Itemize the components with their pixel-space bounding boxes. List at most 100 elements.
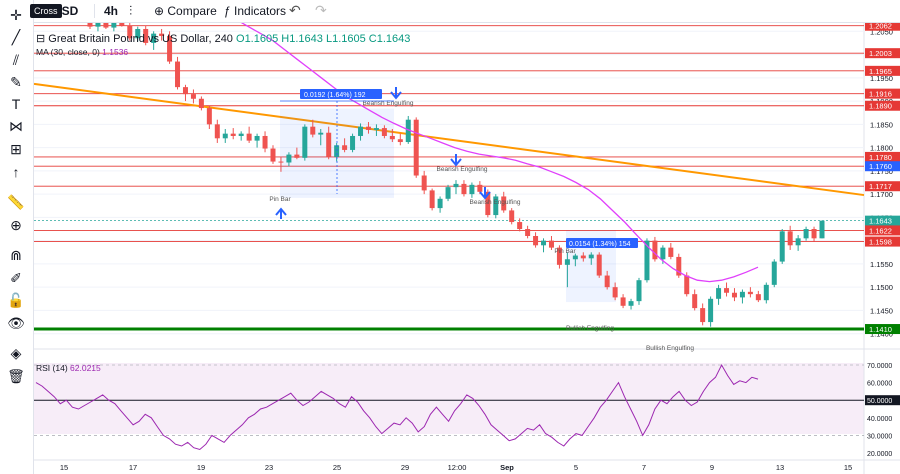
lock-icon[interactable]: 🔓 bbox=[7, 292, 25, 308]
candle-up bbox=[445, 187, 451, 199]
rsi-tick-label: 50.0000 bbox=[867, 398, 892, 405]
candle-down bbox=[143, 28, 149, 43]
pattern-label: Bearish Engulfing bbox=[437, 166, 488, 173]
candle-down bbox=[389, 135, 395, 140]
indicators-button[interactable]: ƒ Indicators bbox=[224, 4, 286, 18]
series-title: Great Britain Pound vs US Dollar, 240 bbox=[48, 33, 233, 45]
price-level-label: 1.1916 bbox=[869, 90, 892, 99]
candle-down bbox=[270, 148, 276, 162]
candles-icon[interactable]: ⫶ bbox=[129, 3, 133, 18]
pattern-label: Bearish Engulfing bbox=[363, 100, 414, 107]
pattern-label: Pin Bar bbox=[269, 196, 291, 203]
candle-down bbox=[342, 145, 348, 150]
candle-down bbox=[517, 222, 523, 230]
price-level-badge bbox=[865, 161, 900, 172]
candle-down bbox=[700, 308, 706, 323]
timeframe-selector[interactable]: 4h bbox=[104, 4, 119, 18]
candle-down bbox=[525, 229, 531, 236]
candle-up bbox=[795, 238, 801, 246]
pattern-label: Bullish Engulfing bbox=[646, 345, 694, 352]
candle-down bbox=[580, 255, 586, 259]
undo-icon[interactable]: ↶ bbox=[289, 2, 301, 18]
candle-up bbox=[334, 145, 340, 157]
arrow-down-icon bbox=[479, 187, 491, 200]
price-level-label: 1.1760 bbox=[869, 162, 892, 171]
price-level-badge bbox=[865, 88, 900, 99]
candle-up bbox=[564, 259, 570, 265]
candle-down bbox=[119, 21, 125, 26]
price-level-label: 1.1410 bbox=[869, 325, 892, 334]
trendline-icon[interactable]: ╱ bbox=[11, 29, 21, 45]
candle-down bbox=[294, 154, 300, 158]
trash-icon[interactable]: 🗑 bbox=[7, 368, 25, 384]
compare-label: Compare bbox=[167, 4, 217, 18]
price-level-label: 1.1598 bbox=[869, 238, 892, 247]
candle-down bbox=[175, 61, 181, 88]
candle-down bbox=[397, 139, 403, 143]
low-value: 1.1605 bbox=[332, 33, 366, 45]
candle-up bbox=[636, 280, 642, 302]
arrow-down-icon bbox=[390, 87, 402, 100]
pattern-icon[interactable]: ⋈ bbox=[9, 118, 23, 134]
close-value: 1.1643 bbox=[376, 33, 411, 45]
fib-icon[interactable]: ⫽ bbox=[12, 52, 20, 68]
measure-badge-1 bbox=[300, 89, 382, 99]
zoom-in-icon[interactable]: ⊕ bbox=[10, 217, 22, 233]
collapse-icon[interactable]: ⊟ bbox=[36, 33, 49, 45]
ruler-icon[interactable]: 📏 bbox=[7, 194, 25, 210]
candle-down bbox=[421, 175, 427, 191]
high-value: 1.1643 bbox=[289, 33, 323, 45]
brush-icon[interactable]: ✎ bbox=[10, 74, 22, 90]
candle-down bbox=[556, 247, 562, 265]
price-level-label: 1.1622 bbox=[869, 226, 892, 235]
candle-down bbox=[310, 126, 316, 135]
price-level-badge bbox=[865, 48, 900, 59]
candle-up bbox=[222, 133, 228, 139]
candle-up bbox=[541, 240, 547, 246]
open-value: 1.1605 bbox=[244, 33, 279, 45]
text-icon[interactable]: T bbox=[11, 96, 21, 112]
candle-down bbox=[103, 22, 109, 28]
candle-up bbox=[716, 288, 722, 299]
time-tick-label: 5 bbox=[574, 463, 578, 472]
rsi-tick-label: 20.0000 bbox=[867, 451, 892, 458]
candle-down bbox=[262, 135, 268, 149]
candle-up bbox=[739, 291, 745, 298]
position-icon[interactable]: ⊞ bbox=[10, 141, 22, 157]
candle-down bbox=[206, 108, 212, 125]
candle-down bbox=[477, 184, 483, 192]
candle-down bbox=[612, 287, 618, 298]
compare-button[interactable]: ⊕ Compare bbox=[154, 4, 217, 18]
candle-up bbox=[763, 284, 769, 301]
lock-drawing-icon[interactable]: ✐ bbox=[10, 270, 22, 286]
eye-icon[interactable]: 👁 bbox=[7, 315, 25, 331]
price-tick-label: 1.1400 bbox=[870, 330, 893, 339]
candle-down bbox=[548, 240, 554, 248]
crosshair-icon[interactable]: ✛ bbox=[10, 7, 22, 23]
rsi-label: RSI (14) bbox=[36, 363, 68, 373]
candle-up bbox=[302, 126, 308, 158]
time-tick-label: 13 bbox=[776, 463, 784, 472]
layers-icon[interactable]: ◈ bbox=[10, 345, 22, 361]
candle-down bbox=[676, 256, 682, 276]
candle-up bbox=[493, 196, 499, 216]
time-tick-label: 7 bbox=[642, 463, 646, 472]
magnet-icon[interactable]: ⋒ bbox=[10, 247, 22, 263]
candle-down bbox=[747, 291, 753, 295]
candle-down bbox=[533, 236, 539, 246]
price-level-badge bbox=[865, 151, 900, 162]
candle-down bbox=[755, 294, 761, 301]
price-tick-label: 1.1700 bbox=[870, 190, 893, 199]
candle-up bbox=[135, 28, 141, 39]
redo-icon[interactable]: ↷ bbox=[315, 2, 327, 18]
ma-label: MA (30, close, 0) bbox=[36, 47, 100, 57]
candle-down bbox=[127, 25, 133, 39]
price-level-badge bbox=[865, 100, 900, 111]
candle-down bbox=[596, 254, 602, 276]
arrow-up-icon bbox=[275, 207, 287, 219]
arrow-up-icon[interactable]: ↑ bbox=[12, 164, 20, 180]
candle-up bbox=[95, 22, 101, 27]
candle-down bbox=[365, 126, 371, 130]
top-toolbar: USD 4h ⫶ ⊕ Compare ƒ Indicators ↶ ↷ bbox=[34, 0, 900, 23]
